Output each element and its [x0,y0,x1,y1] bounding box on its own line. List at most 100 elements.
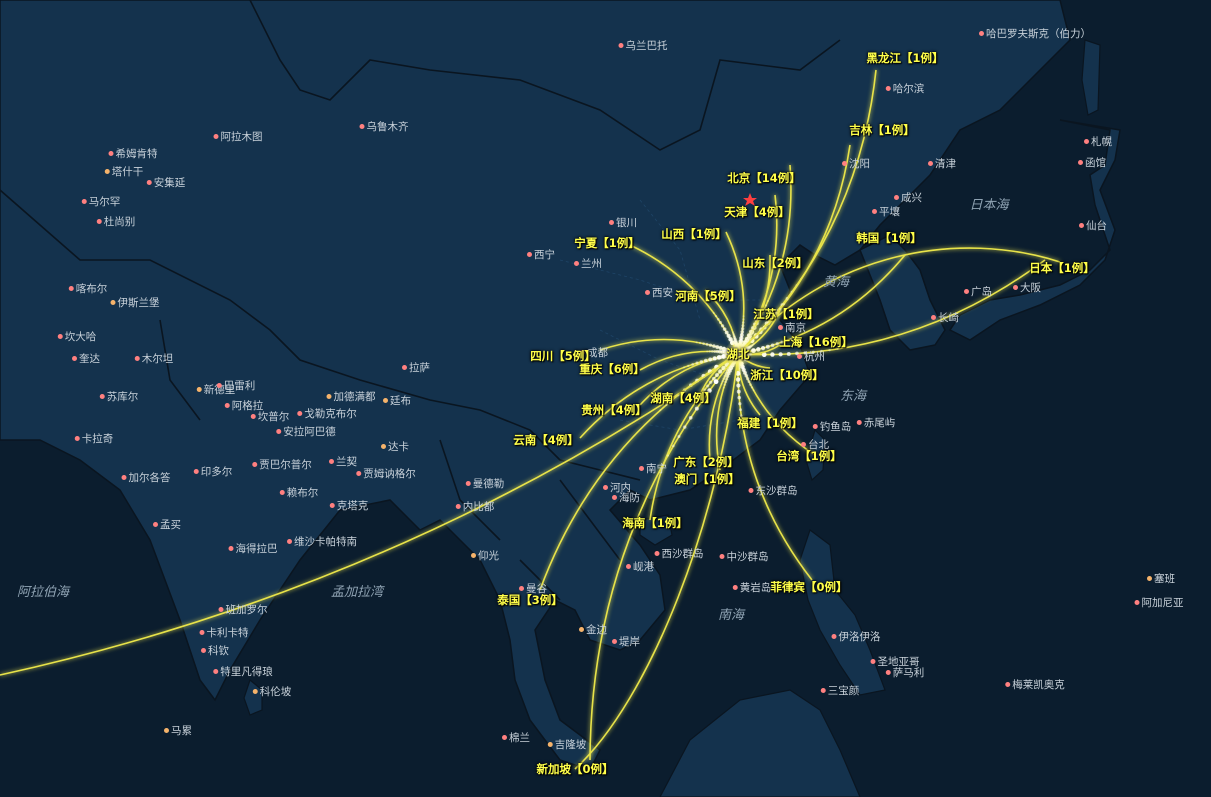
destination-label[interactable]: 吉林【1例】 [849,123,915,137]
destination-label[interactable]: 河南【5例】 [675,289,741,303]
destination-label[interactable]: 广东【2例】 [673,455,739,469]
city-label: 中沙群岛 [719,551,769,563]
flow-particle [713,349,717,353]
landmass-borneo [659,689,861,797]
destination-label[interactable]: 北京【14例】 [727,171,801,185]
flow-line-west-offscreen [0,353,739,676]
city-dot-icon [297,411,303,416]
city-label: 哈尔滨 [885,83,924,95]
city-label: 阿加尼亚 [1134,597,1184,609]
destination-label[interactable]: 韩国【1例】 [856,231,922,245]
flow-particle [687,364,690,368]
city-dot-icon [719,554,725,559]
city-dot-icon [81,199,87,204]
flow-particle [820,349,823,353]
city-dot-icon [279,490,285,495]
destination-label[interactable]: 湖南【4例】 [650,391,716,405]
city-label: 兰州 [574,258,602,270]
flow-particle [749,332,753,336]
flow-particle [695,341,698,344]
city-dot-icon [250,414,256,419]
flow-particle [782,303,786,306]
sea-label: 日本海 [969,198,1009,213]
flow-particle [742,426,745,429]
city-label: 堤岸 [612,636,640,648]
city-label: 梅莱凯奥克 [1005,679,1065,691]
city-label: 杜尚别 [96,216,135,228]
city-dot-icon [193,469,199,474]
city-dot-icon [224,403,230,408]
destination-label[interactable]: 泰国【3例】 [497,593,563,607]
city-dot-icon [329,503,335,508]
destination-label[interactable]: 宁夏【1例】 [574,236,640,250]
city-label: 圣地亚哥 [870,656,920,668]
destination-label[interactable]: 新加坡【0例】 [536,762,614,776]
city-dot-icon [465,481,471,486]
sea-label: 南海 [717,608,745,623]
city-dot-icon [218,607,224,612]
city-dot-icon [928,161,933,166]
flow-particle [703,358,708,363]
flow-particle [751,329,755,333]
flow-particle [752,342,756,345]
destination-label[interactable]: 江苏【1例】 [753,307,819,321]
destination-label[interactable]: 浙江【10例】 [750,368,824,382]
flow-particle [740,420,744,423]
capital-star-icon [743,193,757,206]
flow-particle [726,374,730,378]
flow-particle [715,373,719,378]
destination-label[interactable]: 上海【16例】 [779,335,853,349]
origin-glow [724,340,752,368]
flow-particle [718,349,722,354]
destination-label[interactable]: 重庆【6例】 [579,362,645,376]
city-dot-icon [146,180,152,185]
destination-label[interactable]: 福建【1例】 [737,416,803,430]
flow-particle [794,335,797,338]
city-label: 加德满都 [326,391,376,403]
flow-particle [735,377,741,382]
city-dot-icon [110,300,116,305]
city-dot-icon [609,220,614,225]
flow-particle [744,374,749,378]
destination-label[interactable]: 贵州【4例】 [581,403,647,417]
landmass-taiwan [805,428,826,482]
city-label: 河内 [603,482,631,494]
city-label: 赤尾屿 [856,417,895,429]
city-dot-icon [471,553,476,558]
city-label: 仙台 [1079,220,1107,232]
destination-label[interactable]: 四川【5例】 [530,349,596,363]
destination-label[interactable]: 菲律宾【0例】 [770,580,848,594]
city-label: 南宁 [639,463,667,475]
flow-particle [716,317,720,321]
flow-particle [722,327,727,331]
destination-label[interactable]: 日本【1例】 [1029,261,1095,275]
city-label: 台北 [801,439,829,451]
destination-label[interactable]: 天津【4例】 [724,205,790,219]
destination-label[interactable]: 山东【2例】 [742,256,808,270]
city-label: 钓鱼岛 [812,421,851,433]
city-label: 三宝颜 [820,685,859,697]
flow-particle [785,339,788,342]
destination-label[interactable]: 山西【1例】 [661,227,727,241]
destination-label[interactable]: 海南【1例】 [622,516,688,530]
flow-particle [724,330,729,335]
city-label: 沈阳 [842,158,870,170]
flow-particle [770,352,775,357]
destination-label[interactable]: 黑龙江【1例】 [866,51,944,65]
flow-particle [732,334,736,338]
destination-label[interactable]: 云南【4例】 [513,433,579,447]
destination-label[interactable]: 台湾【1例】 [776,449,842,463]
flow-particle [715,345,720,349]
flow-particle [713,379,719,385]
city-label: 戈勒克布尔 [297,408,357,420]
destination-label[interactable]: 湖北 [726,347,750,361]
destination-label[interactable]: 澳门【1例】 [674,472,740,486]
sea-label: 东海 [839,389,867,404]
city-label: 巴雷利 [216,380,255,392]
landmass-hainan [639,514,673,546]
landmass-srilanka [243,678,263,716]
flow-particle [695,361,699,365]
city-dot-icon [778,325,783,330]
